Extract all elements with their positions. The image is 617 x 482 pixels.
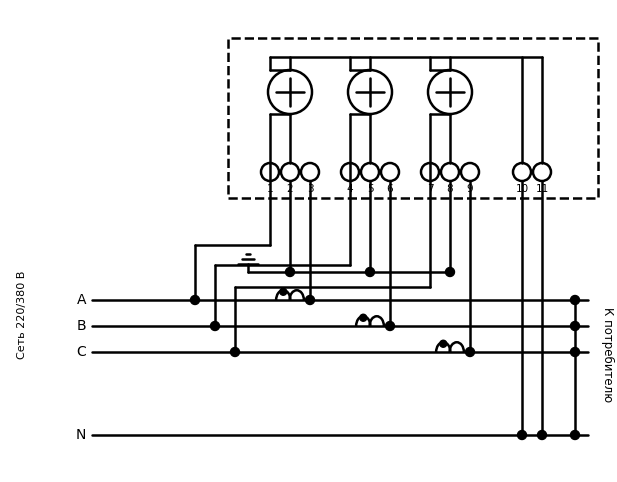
Circle shape bbox=[231, 348, 239, 357]
Circle shape bbox=[305, 295, 315, 305]
Circle shape bbox=[280, 288, 287, 295]
Circle shape bbox=[571, 430, 579, 440]
Bar bbox=[228, 38, 598, 198]
Circle shape bbox=[440, 340, 447, 347]
Circle shape bbox=[210, 321, 220, 331]
Circle shape bbox=[518, 430, 526, 440]
Text: N: N bbox=[76, 428, 86, 442]
Text: 7: 7 bbox=[427, 184, 433, 194]
Circle shape bbox=[365, 268, 375, 277]
Text: C: C bbox=[77, 345, 86, 359]
Text: 4: 4 bbox=[347, 184, 354, 194]
Text: 3: 3 bbox=[307, 184, 313, 194]
Circle shape bbox=[445, 268, 455, 277]
Text: 9: 9 bbox=[466, 184, 473, 194]
Text: A: A bbox=[77, 293, 86, 307]
Text: 10: 10 bbox=[515, 184, 529, 194]
Circle shape bbox=[191, 295, 199, 305]
Text: 11: 11 bbox=[536, 184, 549, 194]
Text: 6: 6 bbox=[387, 184, 393, 194]
Text: 1: 1 bbox=[267, 184, 273, 194]
Circle shape bbox=[571, 321, 579, 331]
Circle shape bbox=[571, 295, 579, 305]
Circle shape bbox=[360, 314, 366, 321]
Text: К потребителю: К потребителю bbox=[602, 308, 615, 402]
Circle shape bbox=[571, 348, 579, 357]
Text: B: B bbox=[77, 319, 86, 333]
Text: 8: 8 bbox=[447, 184, 453, 194]
Text: 2: 2 bbox=[287, 184, 293, 194]
Circle shape bbox=[537, 430, 547, 440]
Text: Сеть 220/380 В: Сеть 220/380 В bbox=[17, 271, 27, 359]
Circle shape bbox=[286, 268, 294, 277]
Text: 5: 5 bbox=[366, 184, 373, 194]
Circle shape bbox=[465, 348, 474, 357]
Circle shape bbox=[386, 321, 394, 331]
